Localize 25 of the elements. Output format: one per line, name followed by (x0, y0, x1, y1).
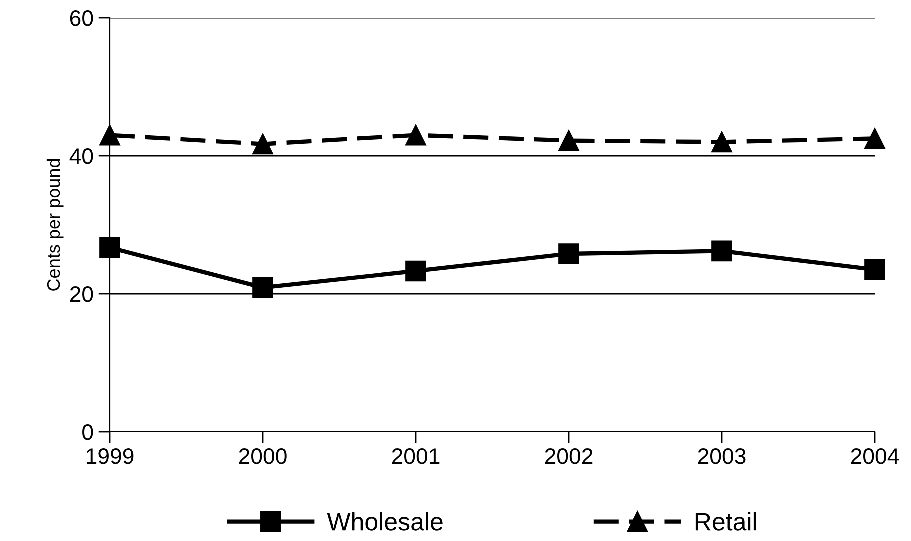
point (864, 259, 886, 280)
point (100, 124, 120, 146)
point (712, 240, 732, 262)
legend-label: Retail (696, 512, 756, 531)
x-tick-label: 2000 (239, 448, 287, 464)
x-tick-label: 2002 (545, 448, 593, 464)
point (252, 134, 274, 155)
point (406, 124, 426, 146)
point (558, 130, 580, 152)
point (406, 260, 426, 282)
point (252, 277, 274, 298)
x-tick-label: 2001 (392, 448, 440, 464)
point (712, 132, 732, 153)
x-tick-label: 2004 (851, 448, 900, 464)
legend-label: Wholesale (327, 512, 443, 531)
point (864, 128, 886, 150)
y-axis-title: Cents per pound (46, 159, 64, 291)
point (558, 244, 580, 264)
x-tick-label: 1999 (86, 448, 134, 464)
x-tick-label: 2003 (698, 448, 746, 464)
y-tick-label: 20 (70, 286, 94, 302)
y-tick-label: 60 (70, 10, 94, 26)
y-tick-label: 0 (82, 424, 94, 440)
point (100, 237, 120, 258)
y-tick-label: 40 (70, 148, 94, 164)
